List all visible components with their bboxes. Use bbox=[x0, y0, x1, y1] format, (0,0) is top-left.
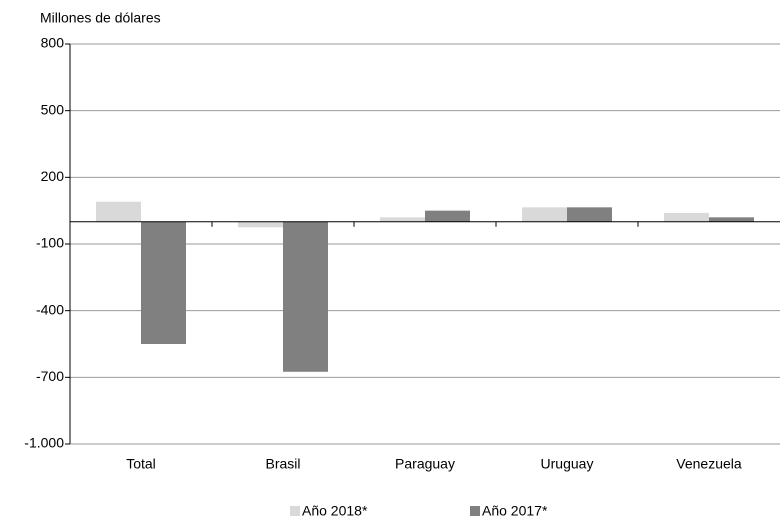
bar bbox=[709, 217, 754, 222]
x-tick-label: Brasil bbox=[265, 456, 300, 472]
y-tick-label: 800 bbox=[41, 35, 65, 51]
bar bbox=[664, 212, 709, 222]
legend-label: Año 2017* bbox=[482, 503, 548, 518]
legend-swatch bbox=[290, 506, 300, 516]
y-tick-label: -400 bbox=[36, 301, 64, 317]
y-axis-label: Millones de dólares bbox=[40, 10, 161, 26]
bar bbox=[283, 221, 328, 372]
y-tick-label: -1.000 bbox=[24, 435, 64, 451]
bar bbox=[522, 207, 567, 222]
bar bbox=[425, 210, 470, 222]
x-tick-label: Venezuela bbox=[676, 456, 742, 472]
y-tick-label: 500 bbox=[41, 101, 65, 117]
y-tick-label: -100 bbox=[36, 235, 64, 251]
legend-label: Año 2018* bbox=[302, 503, 368, 518]
bar bbox=[238, 221, 283, 228]
y-tick-label: -700 bbox=[36, 368, 64, 384]
x-tick-label: Paraguay bbox=[395, 456, 455, 472]
x-tick-label: Total bbox=[126, 456, 156, 472]
x-tick-label: Uruguay bbox=[541, 456, 594, 472]
bar bbox=[141, 221, 186, 344]
bar bbox=[380, 217, 425, 222]
bar bbox=[96, 201, 141, 222]
legend-swatch bbox=[470, 506, 480, 516]
bar bbox=[567, 207, 612, 222]
y-tick-label: 200 bbox=[41, 168, 65, 184]
